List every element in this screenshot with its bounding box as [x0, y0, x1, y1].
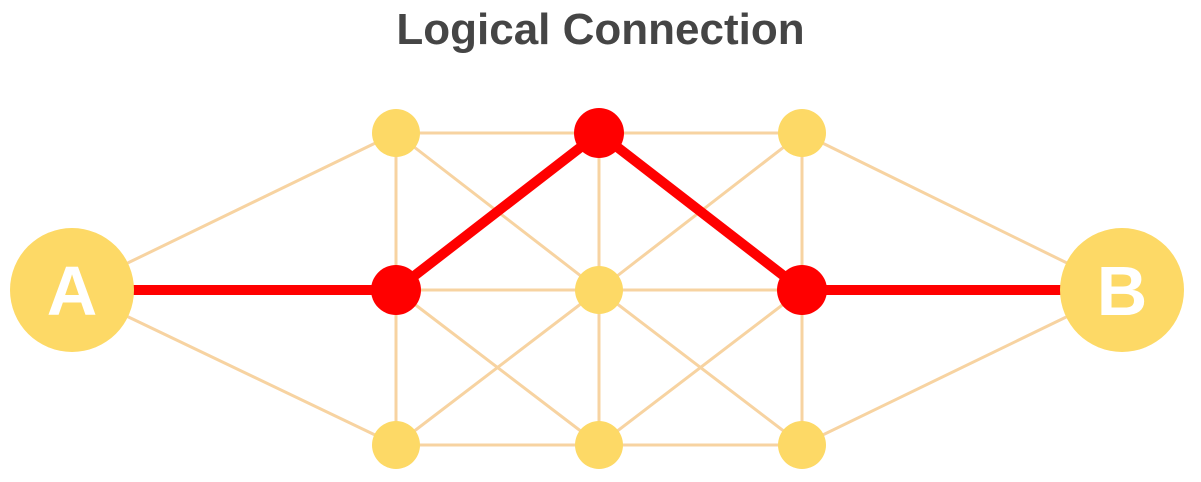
diagram-title: Logical Connection [396, 5, 805, 54]
relay-node-n8-active [777, 265, 827, 315]
relay-node-n6 [575, 421, 623, 469]
endpoint-node-A [10, 228, 134, 352]
relay-node-n5 [575, 266, 623, 314]
relay-node-n2-active [371, 265, 421, 315]
mesh-edge-n6-n8 [597, 288, 804, 447]
endpoint-label-B: B [1097, 252, 1148, 330]
endpoint-label-A: A [47, 252, 98, 330]
relay-node-n1 [372, 109, 420, 157]
relay-node-n3 [372, 421, 420, 469]
relay-node-n9 [778, 421, 826, 469]
mesh-edge-n3-n5 [394, 288, 601, 447]
endpoint-node-B [1060, 228, 1184, 352]
relay-node-n7 [778, 109, 826, 157]
relay-node-n4-active [574, 108, 624, 158]
